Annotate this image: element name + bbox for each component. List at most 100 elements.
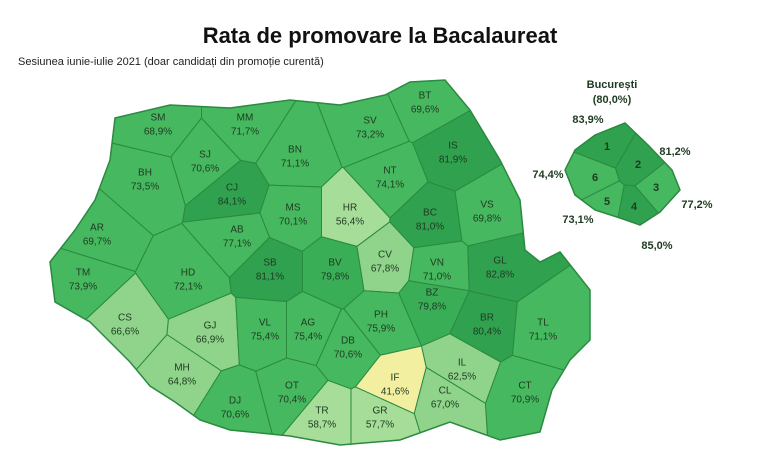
county-value: 66,6% bbox=[111, 327, 139, 338]
county-code: SJ bbox=[199, 150, 211, 161]
county-value: 68,9% bbox=[144, 127, 172, 138]
county-code: GL bbox=[493, 256, 507, 267]
county bbox=[50, 80, 202, 158]
county-value: 57,7% bbox=[366, 420, 394, 431]
county-code: VL bbox=[259, 318, 272, 329]
labels: SM 68,9% MM 71,7% BT 69,6% SV 73,2% SJ 70,6% BN 71,… bbox=[69, 79, 713, 431]
county-value: 64,8% bbox=[168, 377, 196, 388]
bucharest-outline bbox=[564, 122, 681, 226]
county-value: 62,5% bbox=[448, 372, 476, 383]
county-value: 58,7% bbox=[308, 420, 336, 431]
sector-number: 4 bbox=[631, 201, 638, 213]
county-code: MM bbox=[237, 113, 254, 124]
county-code: IF bbox=[391, 373, 400, 384]
county-code: CJ bbox=[226, 183, 238, 194]
sector-value: 83,9% bbox=[572, 114, 603, 126]
sector-value: 77,2% bbox=[681, 199, 712, 211]
county-code: CL bbox=[439, 386, 452, 397]
county-value: 66,9% bbox=[196, 335, 224, 346]
county-value: 84,1% bbox=[218, 197, 246, 208]
county-value: 71,1% bbox=[529, 332, 557, 343]
county-code: TM bbox=[76, 268, 90, 279]
county-value: 81,1% bbox=[256, 272, 284, 283]
county-code: AG bbox=[301, 318, 316, 329]
county-code: BV bbox=[328, 258, 342, 269]
county-value: 73,9% bbox=[69, 282, 97, 293]
county-value: 79,8% bbox=[418, 302, 446, 313]
county-code: HD bbox=[181, 268, 195, 279]
county-value: 75,4% bbox=[294, 332, 322, 343]
county-value: 74,1% bbox=[376, 180, 404, 191]
county-code: BZ bbox=[426, 288, 439, 299]
bucharest-value: (80,0%) bbox=[593, 94, 632, 106]
sector-number: 6 bbox=[592, 172, 598, 184]
county-code: BH bbox=[138, 168, 152, 179]
county-value: 70,6% bbox=[334, 350, 362, 361]
county-value: 70,4% bbox=[278, 395, 306, 406]
county-value: 71,7% bbox=[231, 127, 259, 138]
county-value: 71,0% bbox=[423, 272, 451, 283]
county-value: 80,4% bbox=[473, 327, 501, 338]
county-value: 69,7% bbox=[83, 237, 111, 248]
sector-number: 3 bbox=[653, 182, 659, 194]
sector bbox=[565, 138, 620, 222]
county-code: DB bbox=[341, 336, 355, 347]
subtitle: Sesiunea iunie-iulie 2021 (doar candidaț… bbox=[18, 56, 324, 68]
county-code: VS bbox=[480, 200, 494, 211]
county-value: 82,8% bbox=[486, 270, 514, 281]
county-code: GR bbox=[373, 406, 388, 417]
sector-value: 73,1% bbox=[562, 214, 593, 226]
county-code: CV bbox=[378, 250, 392, 261]
county-code: IS bbox=[448, 141, 458, 152]
county-code: MS bbox=[286, 203, 301, 214]
sector-value: 74,4% bbox=[532, 169, 563, 181]
sector-number: 5 bbox=[604, 196, 610, 208]
county-value: 79,8% bbox=[321, 272, 349, 283]
county-value: 70,6% bbox=[191, 164, 219, 175]
county-value: 81,9% bbox=[439, 155, 467, 166]
county-code: IL bbox=[458, 358, 467, 369]
county-code: PH bbox=[374, 310, 388, 321]
county-value: 41,6% bbox=[381, 387, 409, 398]
county-value: 75,4% bbox=[251, 332, 279, 343]
county-value: 73,2% bbox=[356, 130, 384, 141]
county-value: 70,6% bbox=[221, 410, 249, 421]
county-value: 73,5% bbox=[131, 182, 159, 193]
county-code: VN bbox=[430, 258, 444, 269]
county-code: GJ bbox=[204, 321, 217, 332]
sector bbox=[634, 133, 680, 225]
county-code: CT bbox=[518, 381, 531, 392]
county-code: SM bbox=[151, 113, 166, 124]
county-value: 77,1% bbox=[223, 239, 251, 250]
county-value: 69,8% bbox=[473, 214, 501, 225]
county-code: TL bbox=[537, 318, 549, 329]
county-code: BT bbox=[419, 91, 432, 102]
county-value: 71,1% bbox=[281, 159, 309, 170]
sector-value: 81,2% bbox=[659, 146, 690, 158]
sector-value: 85,0% bbox=[641, 240, 672, 252]
bucharest-name: București bbox=[587, 79, 638, 91]
county-code: BR bbox=[480, 313, 494, 324]
county-code: TR bbox=[315, 406, 328, 417]
county-value: 70,1% bbox=[279, 217, 307, 228]
county-value: 75,9% bbox=[367, 324, 395, 335]
county-value: 81,0% bbox=[416, 222, 444, 233]
county-code: BC bbox=[423, 208, 437, 219]
county-code: HR bbox=[343, 203, 357, 214]
county-value: 70,9% bbox=[511, 395, 539, 406]
county-value: 56,4% bbox=[336, 217, 364, 228]
county-code: OT bbox=[285, 381, 299, 392]
county-value: 67,0% bbox=[431, 400, 459, 411]
county-code: MH bbox=[174, 363, 190, 374]
county-code: AB bbox=[230, 225, 244, 236]
title: Rata de promovare la Bacalaureat bbox=[203, 23, 558, 48]
county-code: SB bbox=[263, 258, 277, 269]
sector-number: 1 bbox=[604, 141, 610, 153]
county-value: 67,8% bbox=[371, 264, 399, 275]
country-outline bbox=[49, 79, 591, 446]
county-value: 69,6% bbox=[411, 105, 439, 116]
county-code: SV bbox=[363, 116, 377, 127]
county-code: DJ bbox=[229, 396, 241, 407]
county-code: BN bbox=[288, 145, 302, 156]
